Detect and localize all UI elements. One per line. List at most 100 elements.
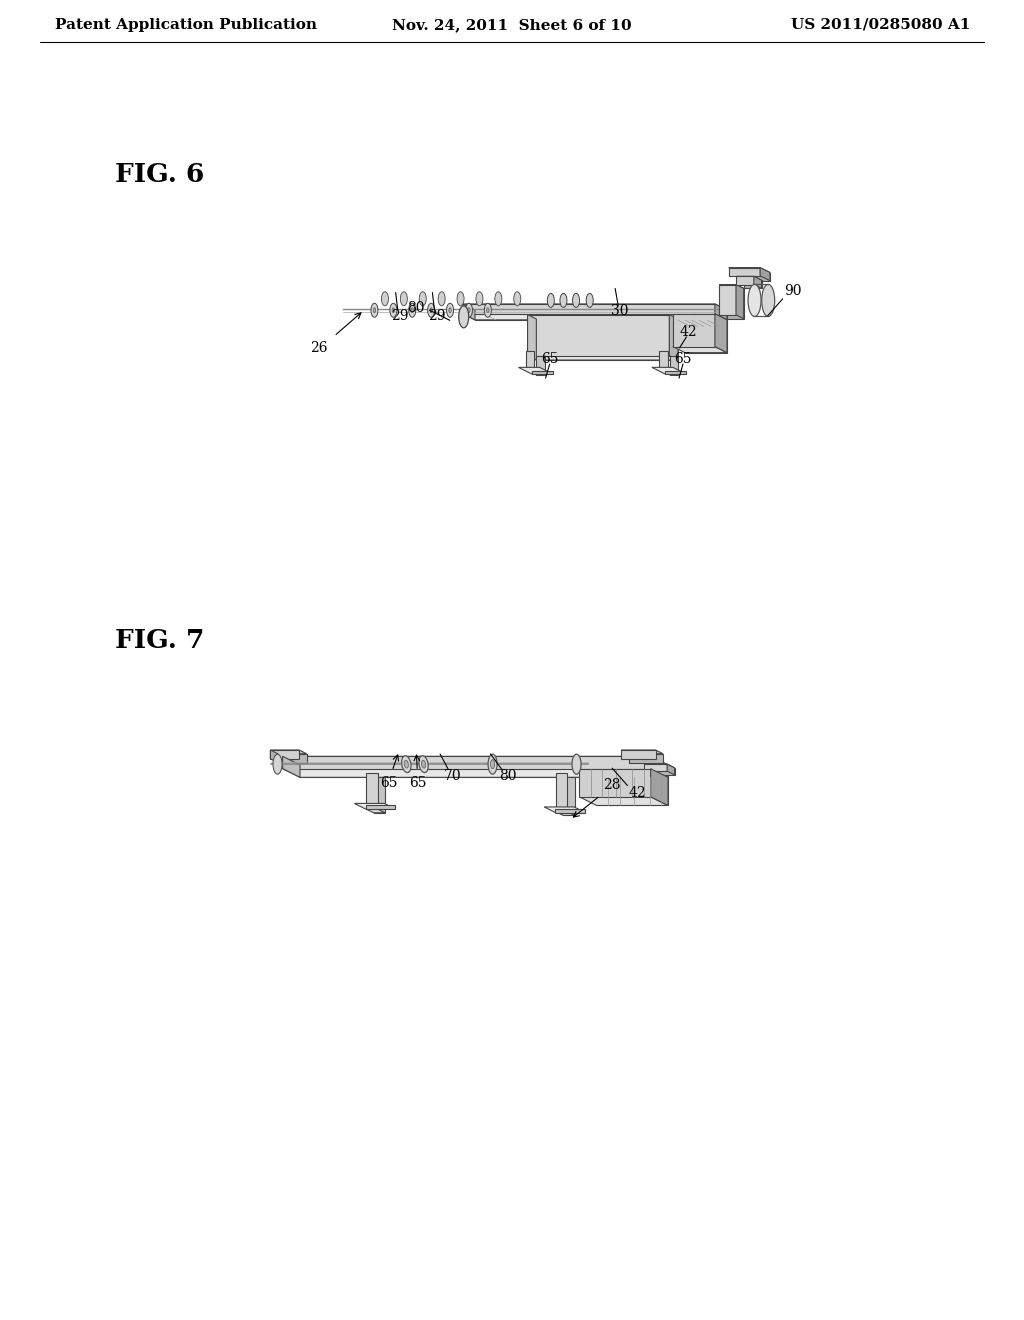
Text: 29: 29 [428,309,445,322]
Polygon shape [527,314,537,360]
Polygon shape [673,347,727,352]
Ellipse shape [409,304,416,317]
Text: 90: 90 [784,284,802,298]
Ellipse shape [430,308,432,313]
Ellipse shape [400,292,408,306]
Polygon shape [650,768,668,805]
Polygon shape [736,276,762,280]
Polygon shape [659,370,678,375]
Ellipse shape [488,754,497,774]
Text: FIG. 7: FIG. 7 [115,627,205,652]
Ellipse shape [446,304,454,317]
Polygon shape [366,809,385,813]
Polygon shape [622,750,655,759]
Polygon shape [670,356,678,375]
Ellipse shape [572,293,580,308]
Polygon shape [563,776,574,816]
Polygon shape [366,774,378,809]
Polygon shape [283,768,668,777]
Polygon shape [597,777,668,805]
Polygon shape [629,754,664,763]
Text: 65: 65 [674,352,692,366]
Polygon shape [685,319,727,352]
Ellipse shape [390,304,397,317]
Text: 65: 65 [410,776,427,791]
Ellipse shape [468,308,470,313]
Ellipse shape [392,308,394,313]
Polygon shape [526,370,545,375]
Polygon shape [374,776,385,813]
Polygon shape [463,304,727,310]
Ellipse shape [572,754,581,774]
Ellipse shape [411,308,414,313]
Ellipse shape [438,292,445,306]
Polygon shape [556,774,567,812]
Ellipse shape [466,304,472,317]
Text: Nov. 24, 2011  Sheet 6 of 10: Nov. 24, 2011 Sheet 6 of 10 [392,18,632,32]
Polygon shape [622,750,664,754]
Polygon shape [537,319,678,360]
Polygon shape [556,808,574,812]
Text: 80: 80 [499,770,516,783]
Polygon shape [580,797,668,805]
Polygon shape [463,304,475,319]
Polygon shape [754,276,762,288]
Polygon shape [475,310,727,319]
Polygon shape [736,276,754,285]
Ellipse shape [484,304,492,317]
Polygon shape [283,756,650,768]
Polygon shape [729,268,770,272]
Polygon shape [366,805,385,808]
Polygon shape [526,351,535,370]
Ellipse shape [749,284,761,317]
Ellipse shape [560,293,567,308]
Polygon shape [659,351,668,370]
Polygon shape [544,807,585,813]
Polygon shape [729,268,760,276]
Polygon shape [743,280,762,288]
Polygon shape [673,314,715,347]
Ellipse shape [514,292,521,306]
Polygon shape [278,754,306,763]
Polygon shape [644,764,675,768]
Polygon shape [667,764,675,775]
Polygon shape [537,356,545,375]
Ellipse shape [382,292,388,306]
Text: 70: 70 [444,770,462,783]
Polygon shape [652,367,686,374]
Ellipse shape [457,292,464,306]
Polygon shape [715,304,727,319]
Ellipse shape [495,292,502,306]
Text: 26: 26 [310,342,328,355]
Polygon shape [518,367,553,374]
Polygon shape [463,304,715,314]
Text: FIG. 6: FIG. 6 [115,162,204,187]
Polygon shape [366,805,395,809]
Polygon shape [270,750,299,759]
Ellipse shape [486,308,489,313]
Polygon shape [644,764,667,771]
Ellipse shape [404,760,409,768]
Polygon shape [665,371,686,374]
Ellipse shape [371,304,378,317]
Polygon shape [670,314,678,360]
Polygon shape [531,371,553,374]
Text: 65: 65 [380,776,397,791]
Ellipse shape [373,308,376,313]
Text: 65: 65 [541,352,558,366]
Ellipse shape [419,292,426,306]
Polygon shape [527,314,670,355]
Text: Patent Application Publication: Patent Application Publication [55,18,317,32]
Text: 42: 42 [680,325,697,339]
Polygon shape [463,314,727,319]
Polygon shape [651,768,675,775]
Ellipse shape [762,284,775,317]
Polygon shape [719,285,743,288]
Text: US 2011/0285080 A1: US 2011/0285080 A1 [791,18,970,32]
Text: 30: 30 [611,305,629,318]
Ellipse shape [428,304,434,317]
Polygon shape [270,750,278,763]
Ellipse shape [401,756,411,772]
Ellipse shape [476,292,483,306]
Polygon shape [527,355,678,360]
